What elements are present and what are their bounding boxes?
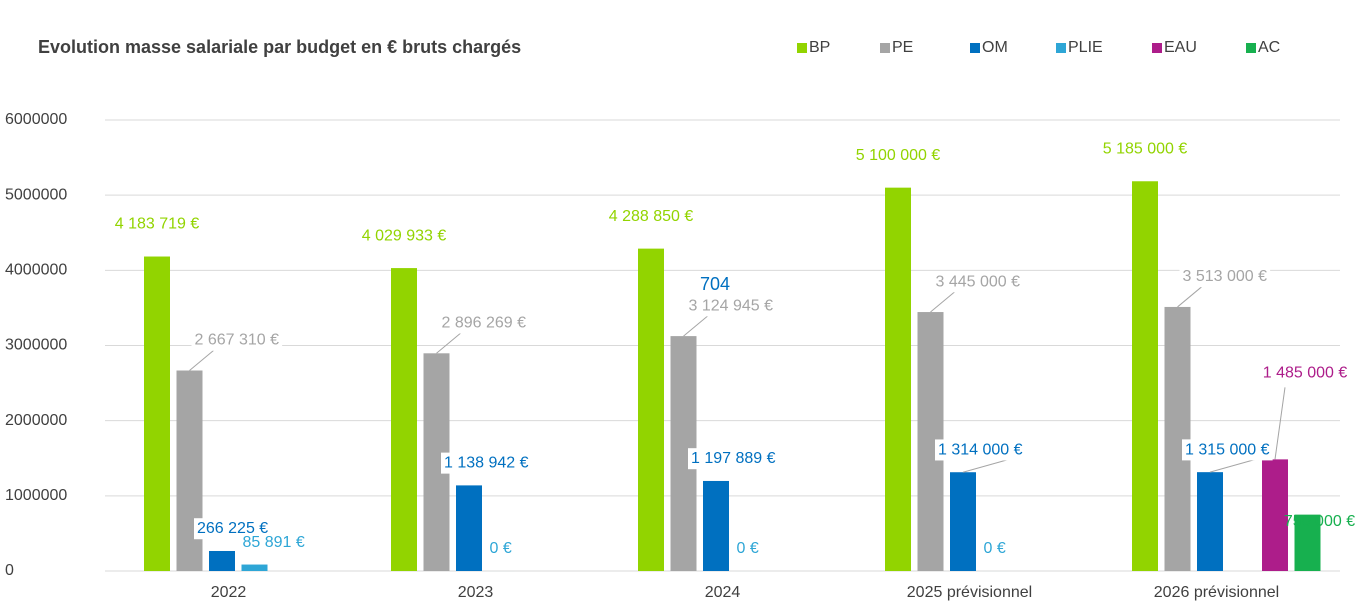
y-tick-label: 5000000 [5,186,67,203]
x-tick-label: 2025 prévisionnel [907,584,1032,601]
leader-line [189,350,214,371]
label-box [688,448,779,470]
label-box [194,518,272,540]
y-tick-label: 1000000 [5,487,67,504]
y-tick-label: 2000000 [5,412,67,429]
legend-swatch [970,43,980,53]
leader-line [683,315,708,337]
bar [1197,472,1223,571]
label-box [438,312,530,334]
bar [391,268,417,571]
bar [456,485,482,571]
value-label: 266 225 € [197,520,268,537]
label-box [441,452,532,474]
bar [638,248,664,571]
value-label: 5 100 000 € [856,147,941,164]
bar [1132,181,1158,571]
annotation: 704 [700,274,730,294]
bar [144,256,170,571]
value-label: 4 029 933 € [362,227,447,244]
label-box [935,439,1026,461]
label-box [685,295,777,317]
x-tick-label: 2024 [705,584,741,601]
value-label: 3 513 000 € [1183,268,1268,285]
value-label: 0 € [737,540,759,557]
label-box [932,271,1024,293]
legend-label: AC [1258,39,1280,56]
bar [1262,459,1288,571]
x-tick-label: 2026 prévisionnel [1154,584,1279,601]
y-tick-label: 6000000 [5,111,67,128]
value-label: 1 197 889 € [691,450,776,467]
leader-line [1209,457,1261,473]
value-label: 1 485 000 € [1263,365,1348,382]
legend-label: BP [809,39,830,56]
legend-label: OM [982,39,1008,56]
bar [241,564,268,571]
leader-line [930,291,955,313]
value-label: 2 667 310 € [195,332,280,349]
legend-label: PE [892,39,913,56]
legend-label: EAU [1164,39,1197,56]
bar [1164,306,1191,571]
value-label: 1 138 942 € [444,455,529,472]
value-label: 0 € [984,540,1006,557]
bar [885,187,911,571]
value-label: 1 314 000 € [938,441,1023,458]
legend-label: PLIE [1068,39,1103,56]
x-tick-label: 2022 [211,584,247,601]
value-label: 4 288 850 € [609,208,694,225]
x-tick-label: 2023 [458,584,494,601]
value-label: 0 € [490,540,512,557]
value-label: 3 445 000 € [936,273,1021,290]
chart-title: Evolution masse salariale par budget en … [38,37,521,57]
legend-swatch [797,43,807,53]
legend-swatch [1152,43,1162,53]
leader-line [1177,286,1202,308]
label-box [1182,439,1273,461]
leader-line [962,457,1014,473]
value-label: 85 891 € [243,534,305,551]
bar [1294,514,1321,571]
value-label: 2 896 269 € [442,315,527,332]
bar [703,480,729,571]
legend-swatch [1056,43,1066,53]
label-box [191,329,283,351]
leader-line [1274,387,1286,460]
value-label: 5 185 000 € [1103,140,1188,157]
value-label: 1 315 000 € [1185,441,1270,458]
y-tick-label: 4000000 [5,262,67,279]
bar [176,370,203,571]
value-label: 750 000 € [1284,513,1355,530]
bar [209,550,235,571]
value-label: 3 124 945 € [689,297,774,314]
legend-swatch [1246,43,1256,53]
y-tick-label: 3000000 [5,337,67,354]
bar [950,472,976,571]
leader-line [436,332,461,354]
y-tick-label: 0 [5,562,14,579]
label-box [1179,266,1271,288]
value-label: 4 183 719 € [115,216,200,233]
legend-swatch [880,43,890,53]
